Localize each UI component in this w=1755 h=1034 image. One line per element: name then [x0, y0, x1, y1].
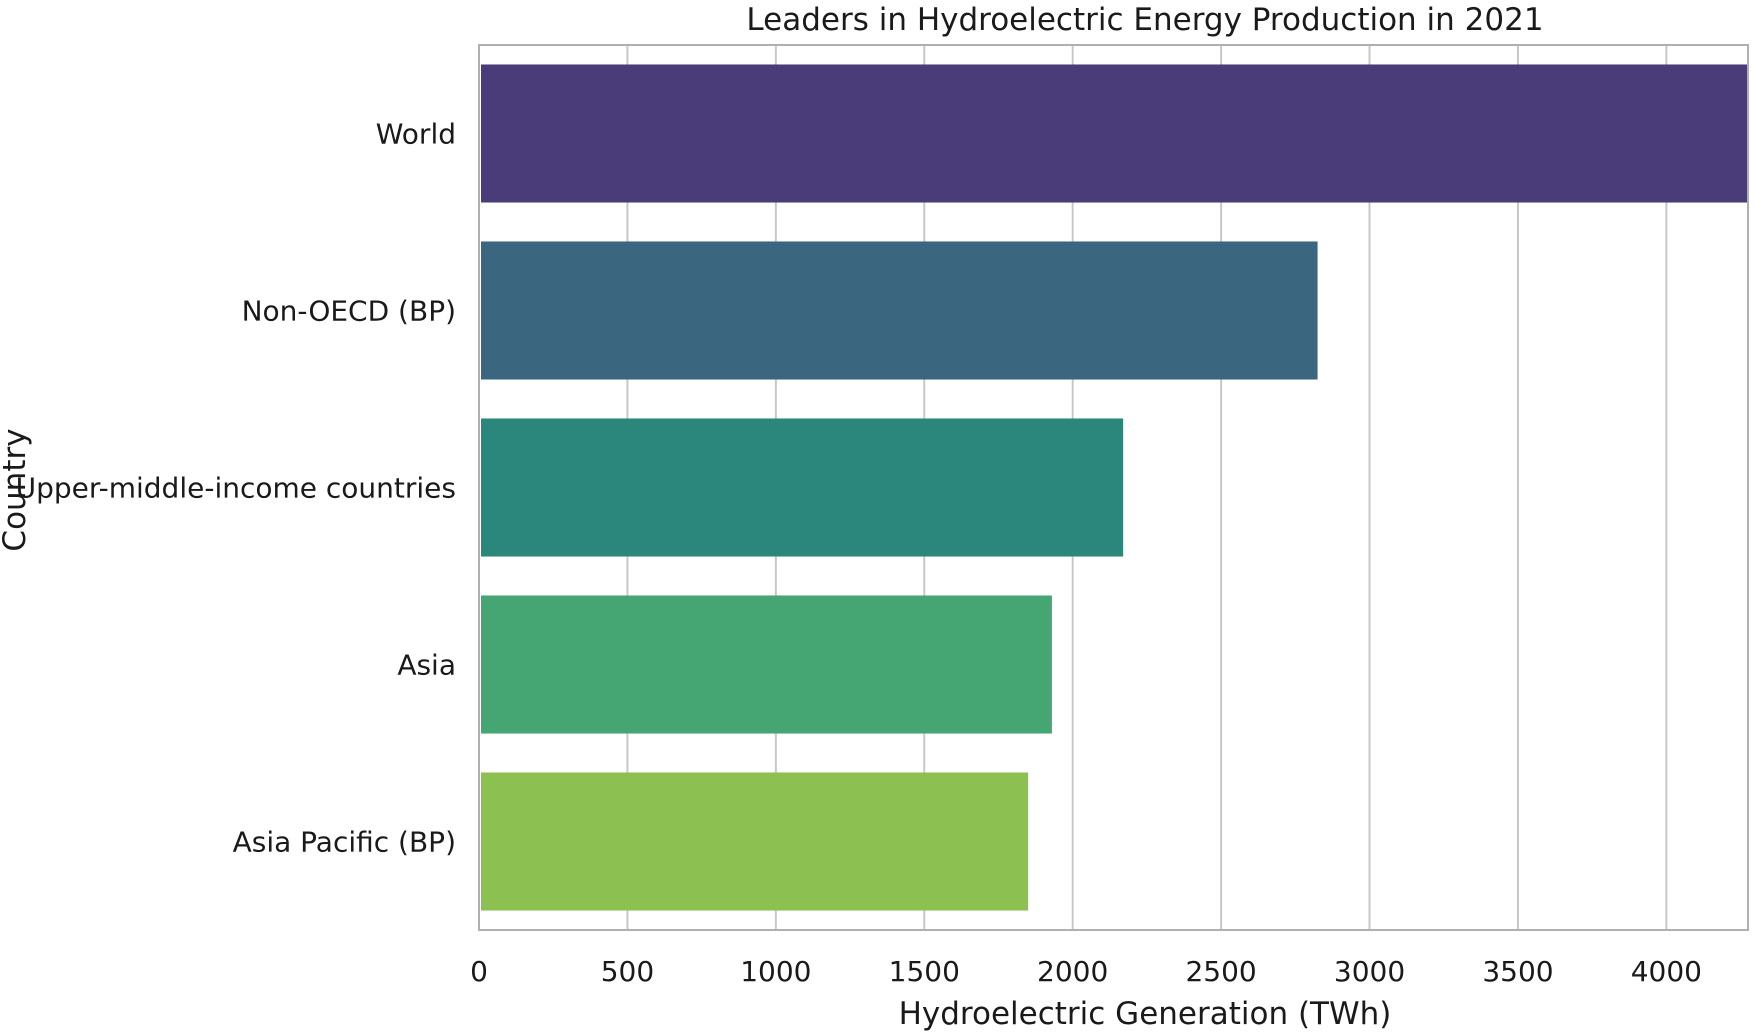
- x-tick-label: 500: [601, 955, 654, 988]
- category-label: Upper-middle-income countries: [16, 472, 456, 505]
- bar: [481, 64, 1748, 203]
- x-tick-labels: 0 500 1000 1500 2000 2500 3000 3500 4000: [470, 955, 1702, 988]
- x-tick-label: 2500: [1185, 955, 1256, 988]
- bar: [481, 595, 1052, 734]
- plot-frame: [478, 44, 1749, 931]
- bar: [481, 418, 1124, 557]
- y-axis-label: Country: [0, 428, 33, 551]
- bar: [481, 772, 1029, 911]
- x-tick-label: 3000: [1334, 955, 1405, 988]
- bar: [481, 241, 1318, 380]
- category-label: Asia Pacific (BP): [233, 826, 456, 859]
- x-tick-label: 1500: [889, 955, 960, 988]
- x-tick-label: 4000: [1631, 955, 1702, 988]
- x-tick-label: 2000: [1037, 955, 1108, 988]
- category-label: Asia: [397, 649, 456, 682]
- y-category-labels: World Non-OECD (BP) Upper-middle-income co…: [16, 118, 456, 859]
- chart-title: Leaders in Hydroelectric Energy Producti…: [746, 2, 1543, 38]
- x-tick-label: 3500: [1482, 955, 1553, 988]
- x-tick-label: 0: [470, 955, 488, 988]
- bars: [481, 64, 1748, 911]
- x-axis-label: Hydroelectric Generation (TWh): [899, 996, 1392, 1032]
- category-label: World: [376, 118, 456, 151]
- x-tick-label: 1000: [740, 955, 811, 988]
- category-label: Non-OECD (BP): [242, 295, 456, 328]
